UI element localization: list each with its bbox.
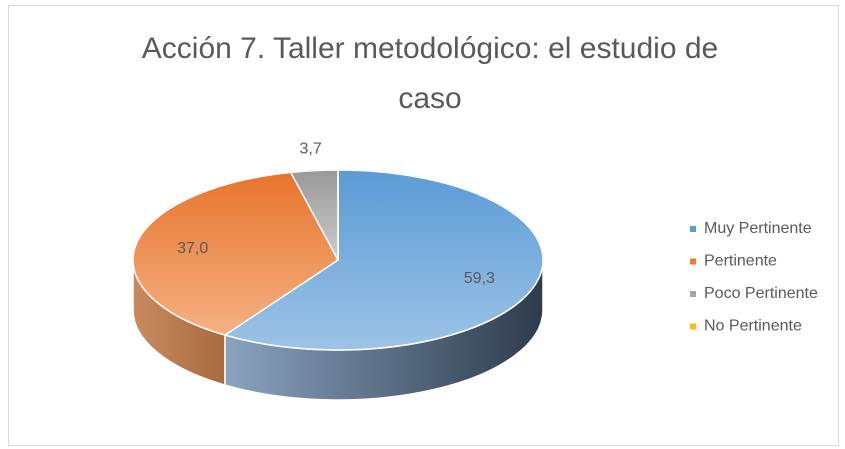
legend-label: Muy Pertinente: [704, 220, 812, 237]
legend-label: Poco Pertinente: [704, 285, 818, 302]
legend-label: Pertinente: [704, 253, 777, 270]
data-label: 3,7: [300, 140, 322, 157]
legend-marker: [690, 258, 696, 265]
data-label: 59,3: [464, 270, 495, 287]
legend-marker: [690, 226, 696, 232]
data-label: 37,0: [177, 240, 208, 257]
pie-slice: [223, 169, 544, 351]
legend-marker: [690, 323, 696, 330]
pie-slice: [132, 171, 339, 336]
legend-label: No Pertinente: [704, 318, 802, 335]
chart-title: Acción 7. Taller metodológico: el estudi…: [142, 32, 718, 115]
legend-marker: [690, 291, 696, 297]
